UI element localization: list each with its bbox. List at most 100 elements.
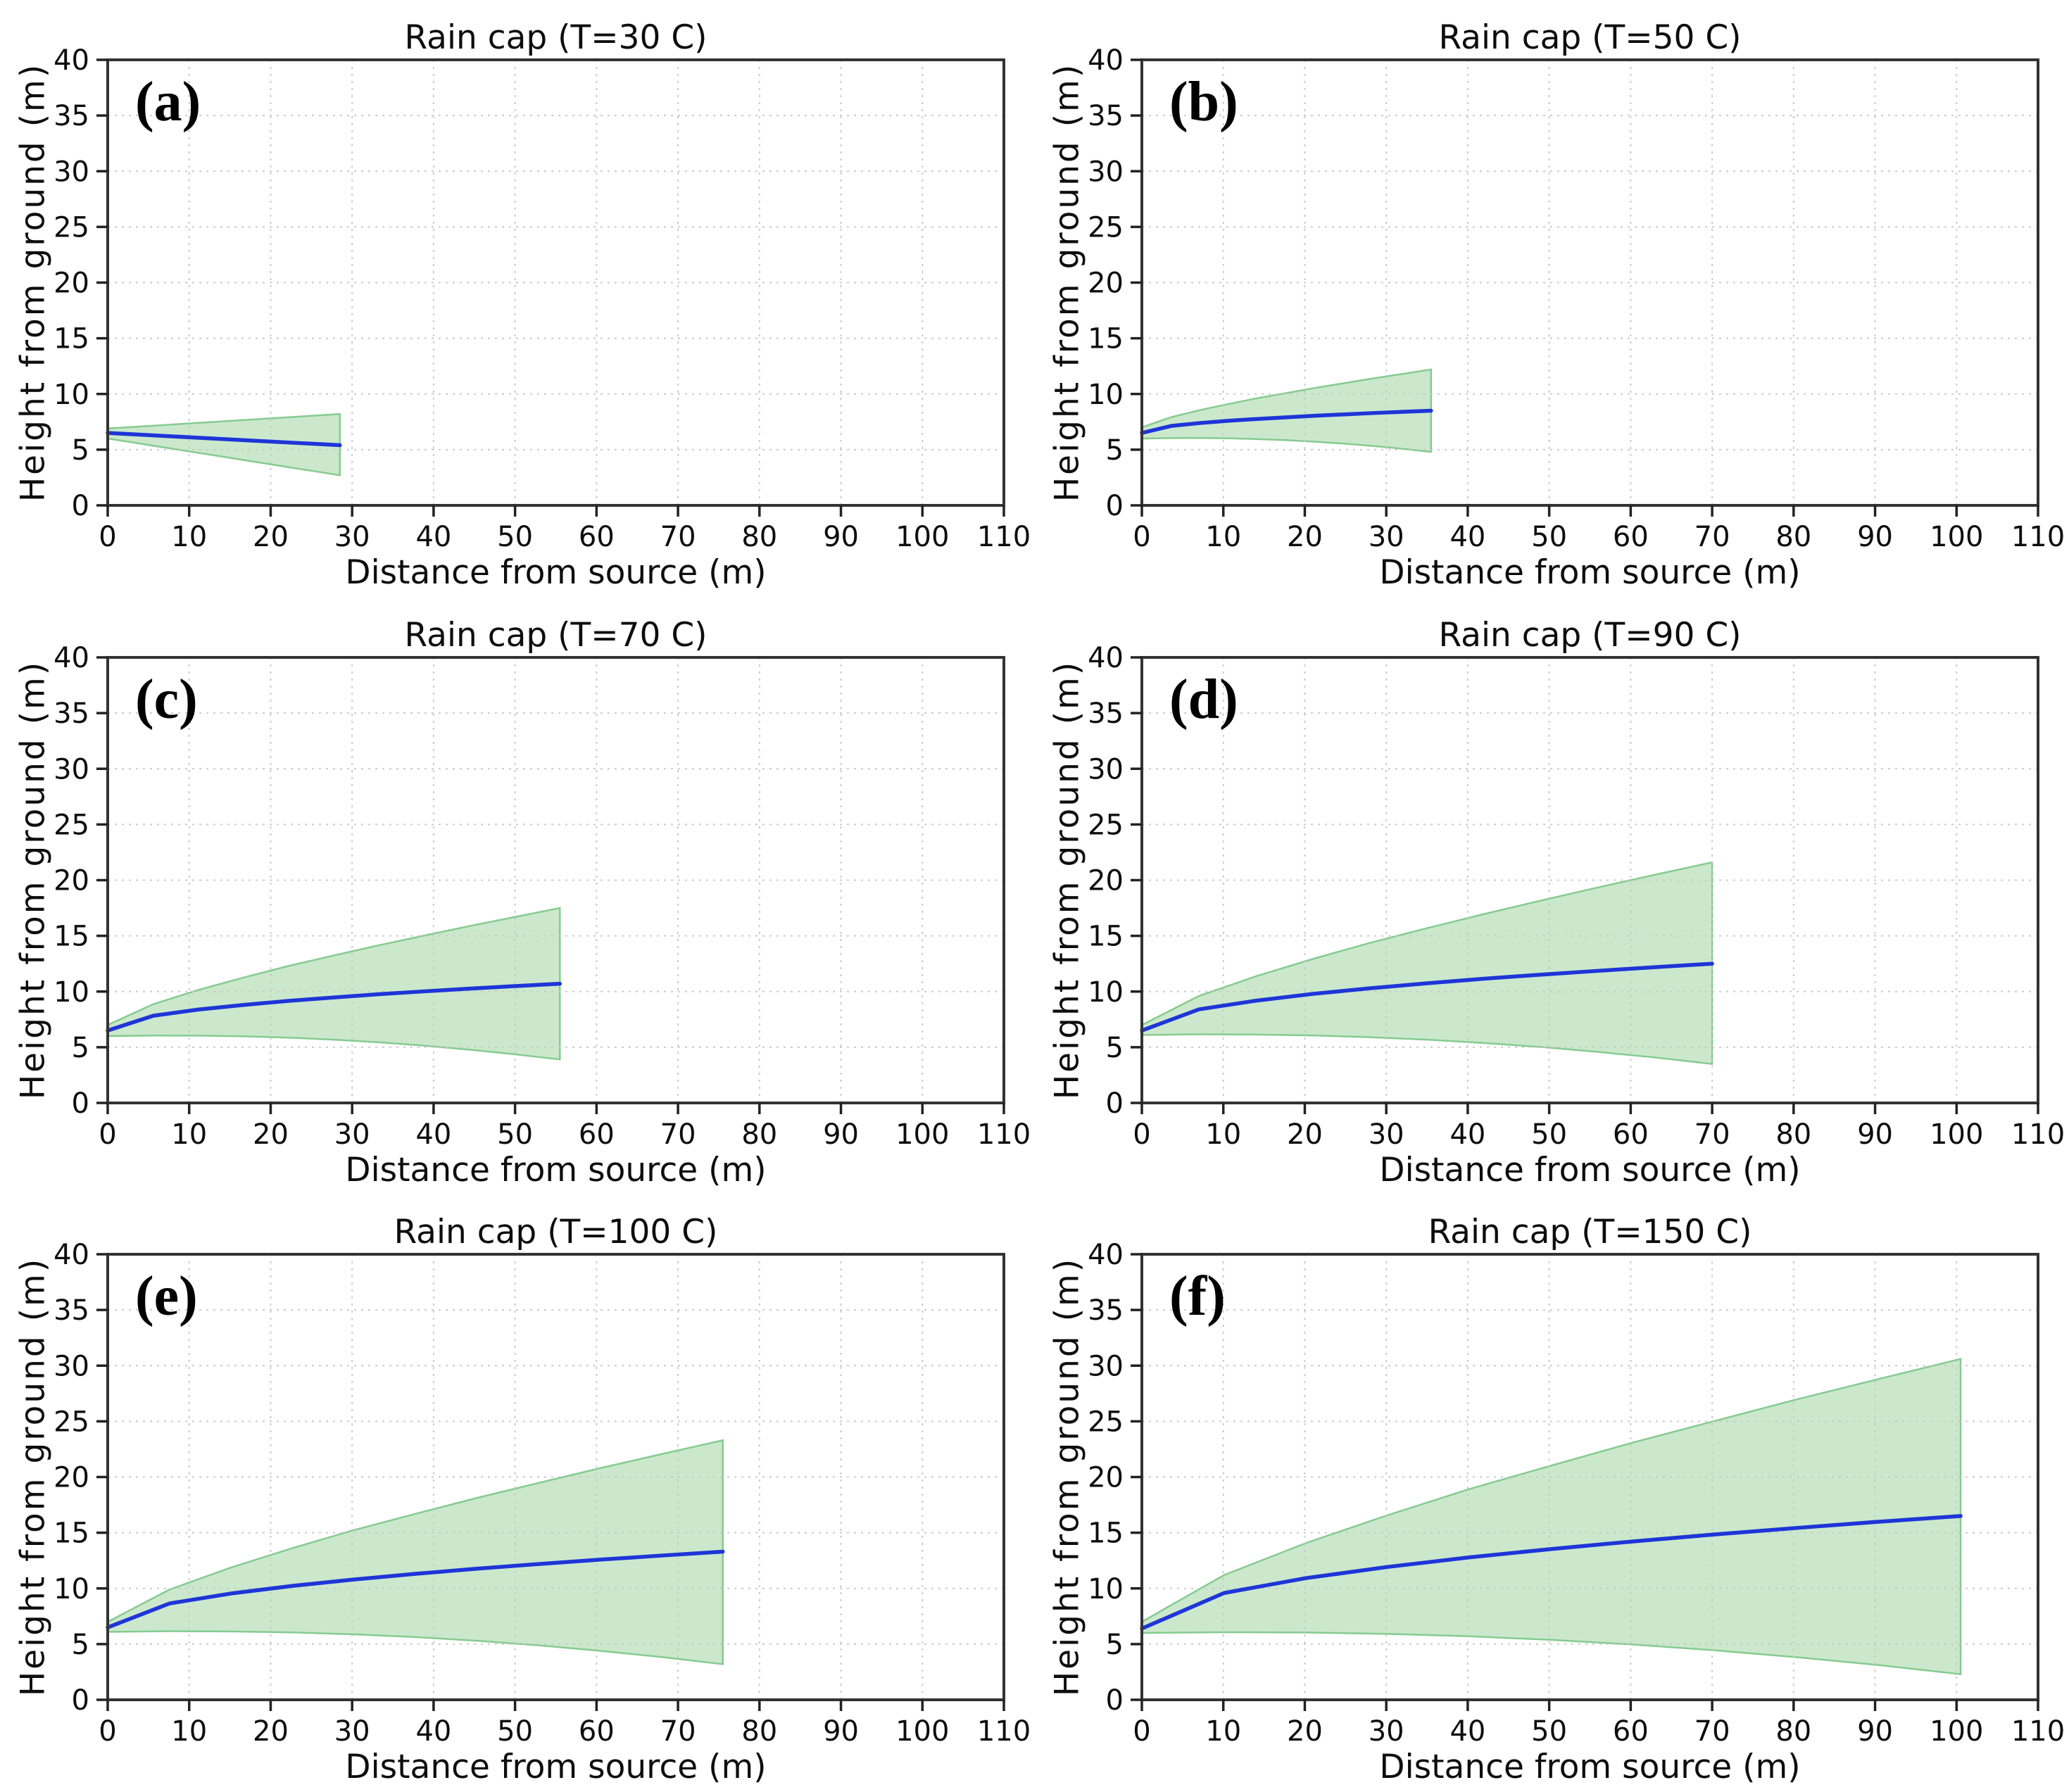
x-axis-label: Distance from source (m): [345, 1748, 767, 1786]
y-tick-label: 30: [1088, 753, 1124, 785]
y-tick-label: 0: [1106, 1087, 1124, 1120]
x-tick-label: 0: [99, 1715, 116, 1748]
x-tick-label: 90: [1857, 521, 1893, 553]
confidence-band: [1140, 368, 1433, 453]
confidence-band: [106, 1439, 724, 1665]
x-tick-label: 70: [1694, 1118, 1730, 1151]
x-tick-label: 90: [823, 1118, 859, 1151]
plot-area: 0 10 20 30 40 50 60 70 80 90 100 110 0 5 10 15 20 25 30 35 4…: [1088, 642, 2065, 1151]
x-tick-label: 80: [741, 1118, 777, 1151]
x-tick-label: 20: [1287, 521, 1323, 553]
y-tick-label: 40: [1088, 44, 1124, 77]
x-tick-label: 80: [741, 1715, 777, 1748]
y-tick-label: 25: [1088, 809, 1124, 841]
panel-b: 0 10 20 30 40 50 60 70 80 90 100 110 0 5 10 15 20 25 30 35 4…: [1034, 0, 2069, 598]
y-tick-label: 35: [1088, 1294, 1124, 1327]
y-tick-label: 20: [1088, 267, 1124, 300]
x-tick-label: 100: [1930, 1118, 1983, 1151]
y-tick-label: 30: [54, 753, 89, 785]
panel-e: 0 10 20 30 40 50 60 70 80 90 100 110 0 5 10 15 20 25 30 35 4…: [0, 1194, 1035, 1792]
y-tick-label: 20: [54, 267, 89, 300]
y-tick-label: 30: [1088, 1350, 1124, 1382]
y-axis-label: Height from ground (m): [13, 62, 53, 503]
x-axis-label: Distance from source (m): [345, 553, 767, 592]
panel-title: Rain cap (T=70 C): [404, 616, 708, 655]
plot-area: 0 10 20 30 40 50 60 70 80 90 100 110 0 5 10 15 20 25 30 35 4…: [1088, 44, 2065, 553]
x-tick-label: 10: [171, 1715, 207, 1748]
x-tick-label: 110: [2011, 1715, 2065, 1748]
panel-a: 0 10 20 30 40 50 60 70 80 90 100 110 0 5 10 15 20 25 30 35 4…: [0, 0, 1035, 598]
x-tick-label: 40: [415, 521, 451, 553]
y-tick-label: 10: [54, 379, 89, 411]
y-tick-label: 25: [54, 211, 89, 244]
x-tick-label: 30: [334, 521, 370, 553]
x-tick-label: 50: [1531, 521, 1567, 553]
y-axis-label: Height from ground (m): [1048, 660, 1087, 1100]
y-tick-label: 30: [54, 156, 89, 188]
x-tick-label: 90: [1857, 1715, 1893, 1748]
y-tick-label: 5: [72, 434, 89, 467]
x-axis-label: Distance from source (m): [345, 1151, 767, 1190]
y-tick-label: 20: [54, 1462, 89, 1494]
y-tick-label: 20: [1088, 1462, 1124, 1494]
x-tick-label: 60: [579, 521, 615, 553]
x-tick-label: 110: [2011, 1118, 2065, 1151]
y-tick-label: 35: [1088, 100, 1124, 132]
panel-letter: (b): [1169, 71, 1238, 133]
y-tick-label: 20: [54, 865, 89, 897]
x-tick-label: 30: [1369, 1715, 1404, 1748]
y-tick-label: 35: [54, 1294, 89, 1327]
x-tick-label: 50: [497, 1715, 533, 1748]
x-tick-label: 0: [1133, 1118, 1150, 1151]
x-tick-label: 70: [660, 521, 696, 553]
x-tick-label: 30: [334, 1118, 370, 1151]
panel-d: 0 10 20 30 40 50 60 70 80 90 100 110 0 5 10 15 20 25 30 35 4…: [1034, 598, 2069, 1195]
y-tick-label: 10: [54, 1573, 89, 1605]
y-tick-label: 35: [1088, 698, 1124, 730]
x-tick-label: 50: [497, 521, 533, 553]
y-tick-label: 30: [54, 1350, 89, 1382]
x-tick-label: 50: [497, 1118, 533, 1151]
y-tick-label: 15: [1088, 323, 1124, 355]
x-tick-label: 40: [415, 1118, 451, 1151]
y-tick-label: 10: [1088, 379, 1124, 411]
x-tick-label: 40: [1449, 1118, 1485, 1151]
x-tick-label: 40: [1449, 1715, 1485, 1748]
x-tick-label: 110: [977, 1118, 1031, 1151]
y-tick-label: 15: [1088, 921, 1124, 953]
x-tick-label: 40: [1449, 521, 1485, 553]
y-tick-label: 35: [54, 100, 89, 132]
y-axis-label: Height from ground (m): [1048, 1256, 1087, 1697]
y-tick-label: 35: [54, 698, 89, 730]
y-tick-label: 5: [1106, 1032, 1124, 1064]
x-tick-label: 10: [171, 521, 207, 553]
x-tick-label: 30: [1369, 1118, 1404, 1151]
x-tick-label: 20: [1287, 1715, 1323, 1748]
x-tick-label: 100: [895, 1118, 949, 1151]
mean-line: [106, 1549, 725, 1629]
x-tick-label: 20: [253, 1118, 289, 1151]
panel-c: 0 10 20 30 40 50 60 70 80 90 100 110 0 5 10 15 20 25 30 35 4…: [0, 598, 1035, 1195]
x-tick-label: 100: [1930, 521, 1983, 553]
x-tick-label: 10: [1205, 521, 1241, 553]
y-axis-label: Height from ground (m): [13, 660, 53, 1100]
x-tick-label: 0: [99, 1118, 116, 1151]
x-tick-label: 80: [1775, 1715, 1811, 1748]
x-tick-label: 60: [579, 1118, 615, 1151]
mean-line: [1140, 1514, 1963, 1631]
x-tick-label: 20: [1287, 1118, 1323, 1151]
x-tick-label: 110: [977, 1715, 1031, 1748]
x-tick-label: 100: [895, 1715, 949, 1748]
x-tick-label: 70: [1694, 521, 1730, 553]
x-tick-label: 10: [1205, 1118, 1241, 1151]
y-tick-label: 25: [54, 809, 89, 841]
x-tick-label: 20: [253, 1715, 289, 1748]
x-tick-label: 30: [334, 1715, 370, 1748]
mean-line: [106, 431, 342, 448]
plot-area: 0 10 20 30 40 50 60 70 80 90 100 110 0 5 10 15 20 25 30 35 4…: [54, 1239, 1031, 1748]
panel-title: Rain cap (T=50 C): [1438, 18, 1742, 57]
mean-line: [1140, 408, 1433, 435]
x-tick-label: 60: [1613, 521, 1649, 553]
y-axis-label: Height from ground (m): [13, 1256, 53, 1697]
